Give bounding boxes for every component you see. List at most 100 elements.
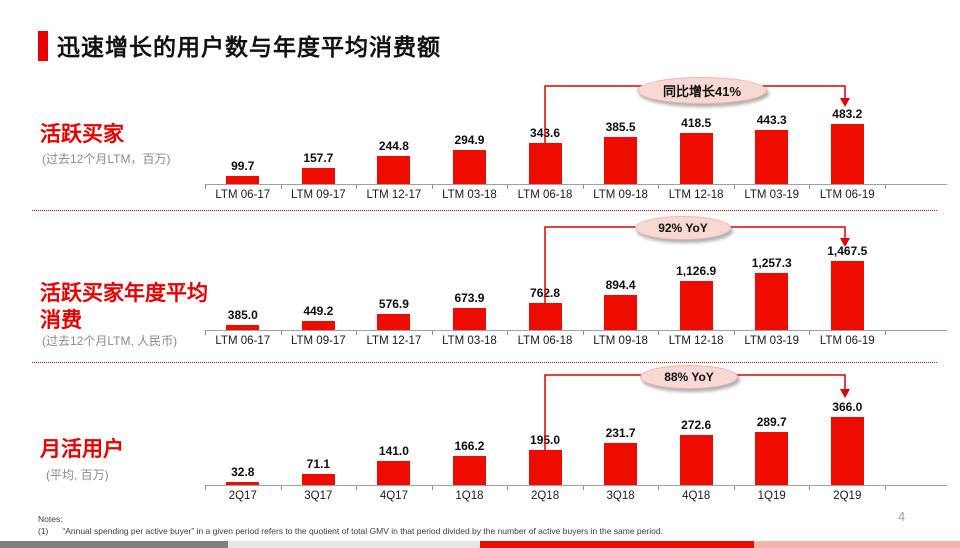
bar-value-label: 343.6 <box>530 126 561 141</box>
chart2-subtitle: (过去12个月LTM, 人民币) <box>42 334 178 348</box>
category-label: LTM 03-18 <box>442 189 497 201</box>
axis-tick <box>582 486 584 490</box>
bar-slot: 71.1 <box>281 395 357 485</box>
axis-tick <box>280 486 282 490</box>
bar-slot: 231.7 <box>583 395 659 485</box>
category-label: LTM 03-18 <box>442 335 497 347</box>
bar-value-label: 385.0 <box>227 308 258 322</box>
axis-tick <box>356 185 358 189</box>
bar-slot: 99.7 <box>205 102 281 184</box>
section-divider-1 <box>32 210 937 211</box>
axis-tick <box>658 486 660 490</box>
axis-tick <box>280 185 282 189</box>
footer-strip-segment <box>0 541 228 548</box>
chart3-category-labels: 2Q17 3Q17 4Q17 1Q18 2Q18 3Q18 4Q18 1Q19 2Q19 <box>205 487 885 502</box>
chart2-yoy-callout-label: 92% YoY <box>658 221 708 235</box>
chart3-yoy-callout: 88% YoY <box>640 365 738 389</box>
bar-value-label: 272.6 <box>681 417 712 432</box>
footer-strip-segment <box>480 541 754 548</box>
bar <box>377 460 411 485</box>
bar-value-label: 443.3 <box>756 112 787 127</box>
bar <box>226 176 260 184</box>
category-label: LTM 12-17 <box>366 189 422 201</box>
chart3-title-line: 月活用户 <box>40 436 124 461</box>
bar <box>301 474 335 485</box>
chart2-axis-line <box>205 330 947 331</box>
bar <box>226 325 260 330</box>
axis-tick <box>431 486 433 490</box>
axis-tick <box>809 331 811 335</box>
bar-value-label: 1,257.3 <box>751 256 792 271</box>
axis-tick <box>507 486 509 490</box>
bar-slot: 385.0 <box>205 239 281 330</box>
bar-slot: 673.9 <box>432 239 508 330</box>
footer-strip-segment <box>228 541 480 548</box>
category-label: LTM 06-18 <box>517 189 573 201</box>
category-label: LTM 09-17 <box>290 335 346 347</box>
notes-heading: Notes: <box>38 514 63 524</box>
bar-slot: 244.8 <box>356 102 432 184</box>
axis-tick <box>356 486 358 490</box>
bar-value-label: 418.5 <box>681 116 712 130</box>
bar-value-label: 385.5 <box>605 120 636 135</box>
axis-tick <box>280 331 282 335</box>
chart2-axis-ticks <box>205 331 886 335</box>
chart1-yoy-callout: 同比增长41% <box>637 77 767 104</box>
bar-value-label: 1,467.5 <box>827 243 868 258</box>
bar-value-label: 71.1 <box>306 457 331 472</box>
bar <box>452 149 486 184</box>
axis-tick <box>809 486 811 490</box>
bar-slot: 294.9 <box>432 102 508 184</box>
axis-tick <box>733 185 735 189</box>
axis-tick <box>885 486 886 490</box>
bar-slot: 762.8 <box>507 239 583 330</box>
chart2-category-labels: LTM 06-17 LTM 09-17 LTM 12-17 LTM 03-18 LTM … <box>205 332 885 347</box>
axis-tick <box>885 331 886 335</box>
category-label: 2Q17 <box>228 490 257 502</box>
axis-tick <box>507 185 509 189</box>
bar-slot: 576.9 <box>356 239 432 330</box>
note-1-text: “Annual spending per active buyer” in a … <box>62 526 663 536</box>
bar-value-label: 99.7 <box>231 159 255 173</box>
axis-tick <box>733 486 735 490</box>
axis-tick <box>205 486 206 490</box>
bar-slot: 894.4 <box>583 239 659 330</box>
category-label: LTM 09-17 <box>290 189 346 201</box>
chart1-bars: 99.7 157.7 244.8 294.9 343.6 385.5 418.5 443.3 4… <box>205 102 885 184</box>
bar-slot: 343.6 <box>507 102 583 184</box>
chart3-subtitle: (平均, 百万) <box>46 468 109 482</box>
note-1: (1) “Annual spending per active buyer” i… <box>38 526 663 536</box>
category-label: LTM 03-19 <box>744 335 800 347</box>
axis-tick <box>356 331 358 335</box>
chart1-axis-line <box>205 184 947 185</box>
bar-value-label: 762.8 <box>530 285 561 300</box>
bar-slot: 272.6 <box>658 395 734 485</box>
chart3-axis-line <box>205 485 947 486</box>
bar-value-label: 157.7 <box>303 151 334 166</box>
chart1-axis-ticks <box>205 185 886 189</box>
bar-slot: 418.5 <box>658 102 734 184</box>
bar-value-label: 483.2 <box>832 107 863 122</box>
bar <box>679 434 713 485</box>
category-label: LTM 12-18 <box>668 189 724 201</box>
page-number: 4 <box>898 509 906 524</box>
bar-value-label: 141.0 <box>378 443 409 458</box>
bar <box>377 313 411 330</box>
axis-tick <box>582 185 584 189</box>
category-label: LTM 06-18 <box>517 335 573 347</box>
chart1-title: 活跃买家 <box>40 120 124 147</box>
footer-strip-segment <box>754 541 960 548</box>
bar-slot: 483.2 <box>810 102 886 184</box>
axis-tick <box>658 185 660 189</box>
bar-value-label: 894.4 <box>605 277 636 292</box>
title-accent-bar <box>38 31 48 61</box>
bar-slot: 32.8 <box>205 395 281 485</box>
bar <box>604 294 638 330</box>
bar-slot: 289.7 <box>734 395 810 485</box>
axis-tick <box>431 331 433 335</box>
chart2-yoy-callout: 92% YoY <box>635 216 731 240</box>
note-1-number: (1) <box>38 526 49 536</box>
bar <box>226 481 260 485</box>
bar <box>301 321 335 330</box>
